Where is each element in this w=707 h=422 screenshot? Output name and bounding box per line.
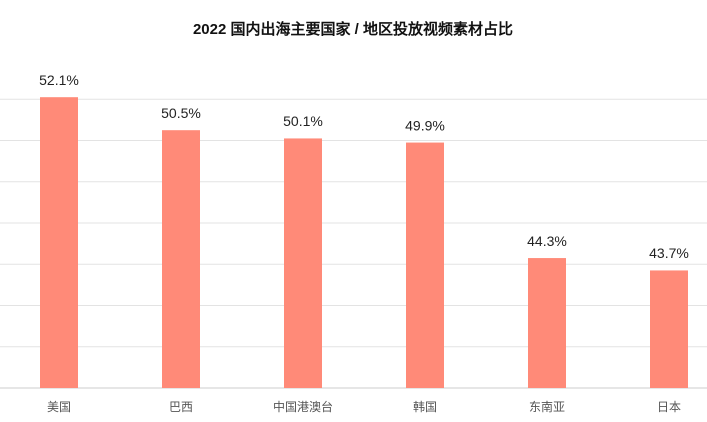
bar (284, 138, 322, 388)
data-label: 52.1% (39, 72, 79, 88)
bar (40, 97, 78, 388)
x-tick-label: 东南亚 (529, 399, 565, 414)
bar (406, 142, 444, 388)
data-label: 50.5% (161, 105, 201, 121)
x-tick-label: 日本 (657, 400, 681, 414)
bar (162, 130, 200, 388)
chart-title: 2022 国内出海主要国家 / 地区投放视频素材占比 (193, 20, 513, 38)
data-label: 43.7% (649, 245, 689, 261)
bar (528, 258, 566, 388)
bar (650, 270, 688, 388)
x-tick-label: 美国 (47, 400, 71, 414)
data-label: 50.1% (283, 113, 323, 129)
x-tick-label: 韩国 (413, 399, 437, 414)
data-label: 44.3% (527, 233, 567, 249)
data-label: 49.9% (405, 117, 445, 133)
x-tick-label: 巴西 (169, 400, 193, 414)
x-tick-label: 中国港澳台 (273, 399, 333, 414)
